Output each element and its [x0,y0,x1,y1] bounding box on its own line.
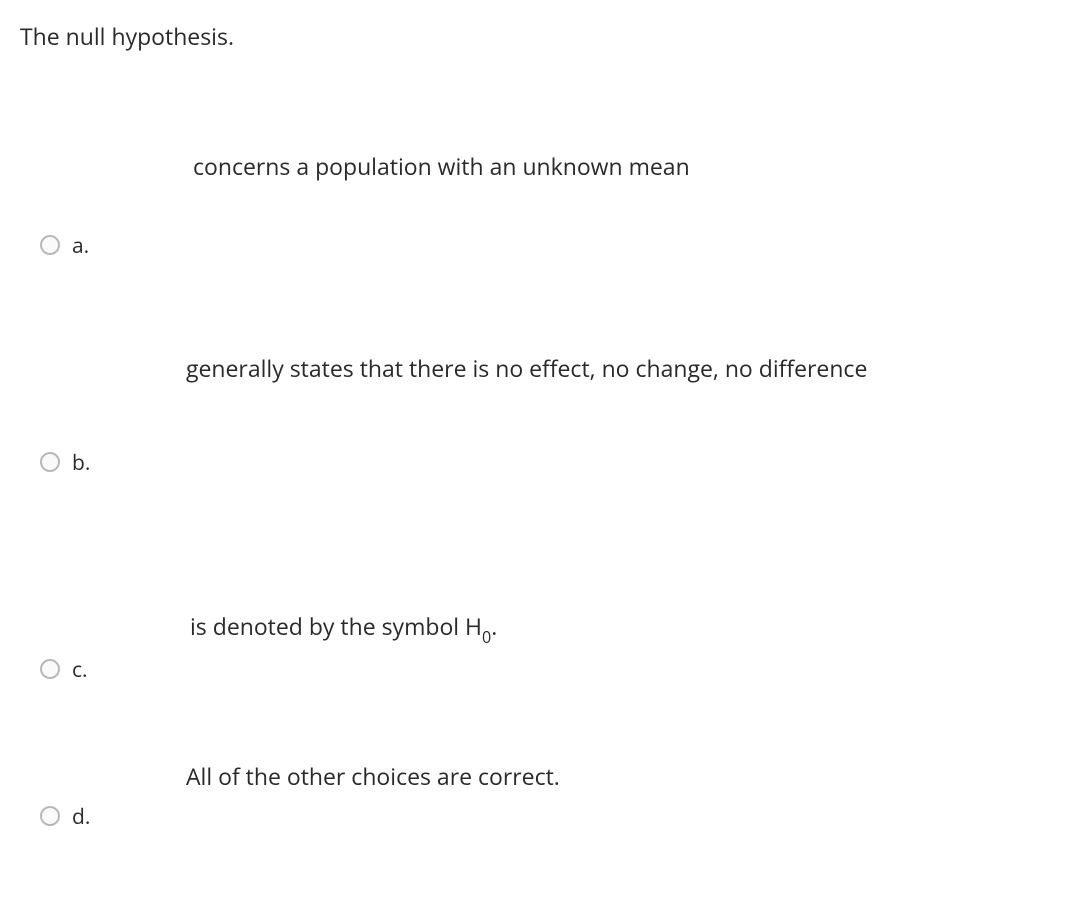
option-c-radio[interactable] [40,659,60,679]
question-stem: The null hypothesis. [20,20,234,52]
option-a-radio[interactable] [40,235,60,255]
option-c-text: is denoted by the symbol H0. [190,610,497,646]
option-d-text: All of the other choices are correct. [186,760,560,792]
option-c-subscript: 0 [482,626,491,648]
option-b-letter: b. [72,449,90,477]
option-b-radio[interactable] [40,452,60,472]
option-a-text: concerns a population with an unknown me… [193,150,690,182]
option-b-text: generally states that there is no effect… [186,352,867,384]
option-c-prefix: is denoted by the symbol H [190,610,482,642]
option-d-letter: d. [72,803,90,831]
option-c-suffix: . [491,610,497,642]
option-a-letter: a. [72,232,89,260]
option-c-letter: c. [72,656,88,684]
option-d-radio[interactable] [40,806,60,826]
